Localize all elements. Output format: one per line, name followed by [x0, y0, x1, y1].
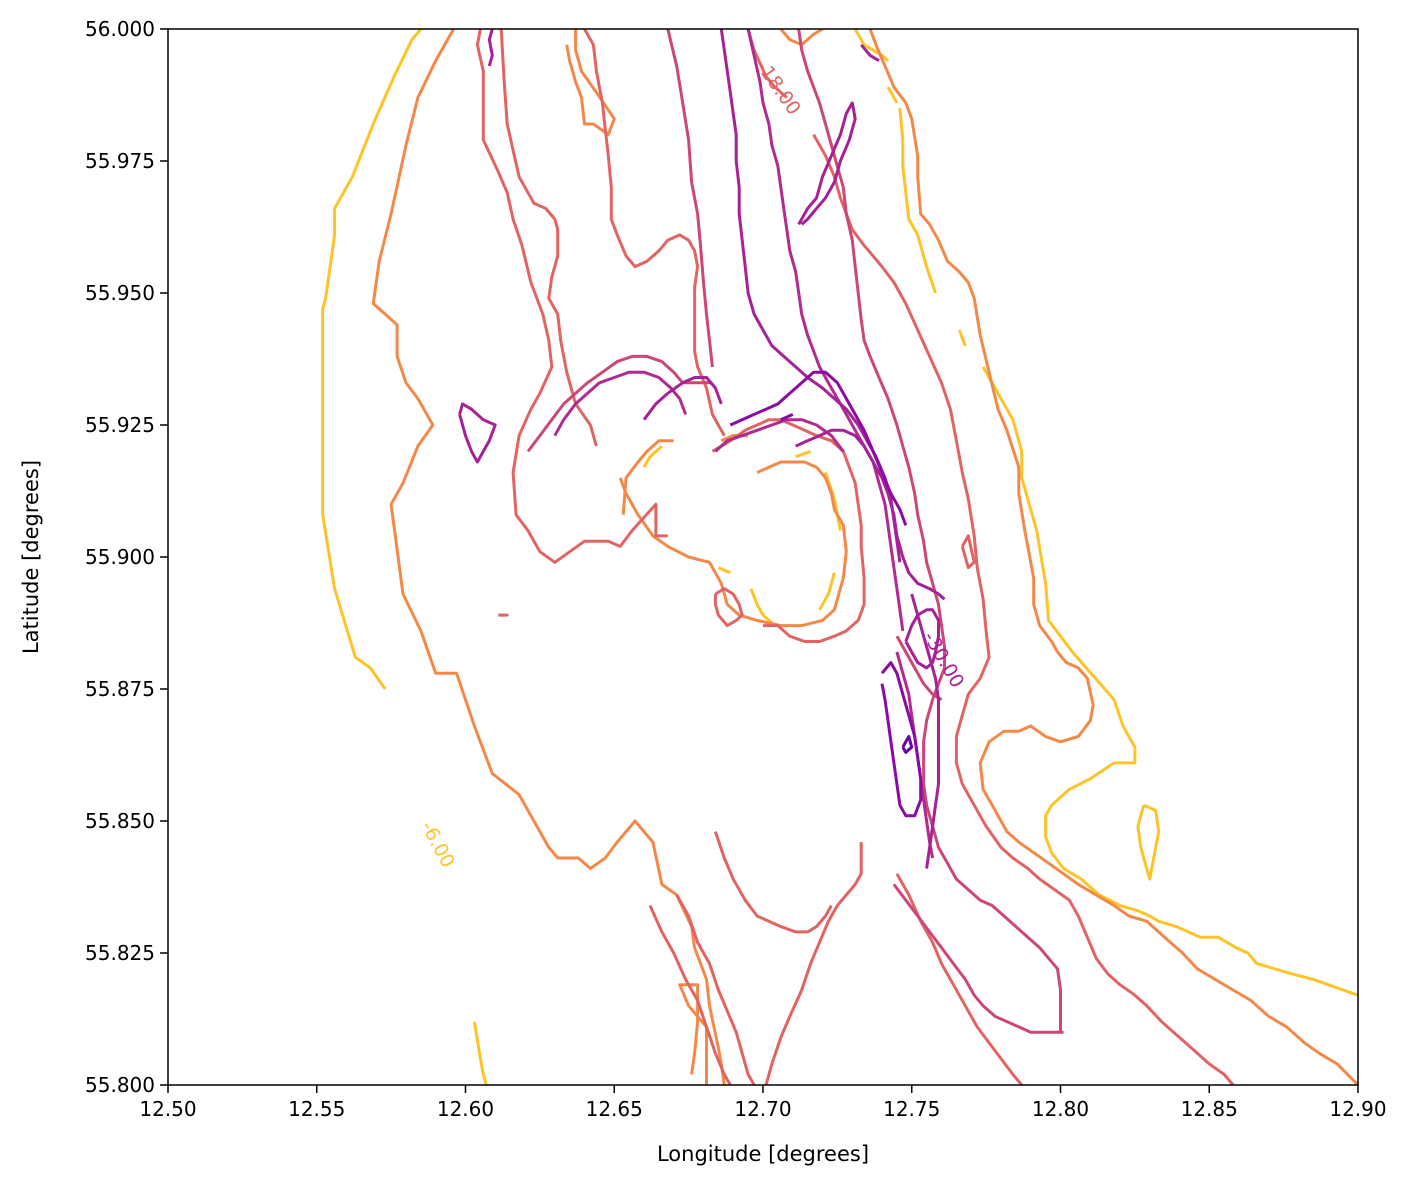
contour-line [717, 566, 731, 575]
contour-line [895, 635, 943, 701]
contour-line [713, 587, 744, 628]
x-tick-label: 12.65 [586, 1097, 643, 1121]
contour-line [892, 883, 1064, 1034]
y-tick-label: 55.900 [85, 545, 155, 569]
x-tick-label: 12.50 [139, 1097, 196, 1121]
contour-line [860, 43, 880, 62]
contour-line [729, 370, 908, 526]
x-tick-label: 12.90 [1329, 1097, 1386, 1121]
x-axis-ticks: 12.50 12.55 12.60 12.65 12.70 12.75 12.80 12.85… [139, 1085, 1387, 1121]
contour-line [812, 133, 1235, 1085]
contour-line [749, 588, 776, 627]
x-tick-label: 12.80 [1032, 1097, 1089, 1121]
x-axis-label: Longitude [degrees] [657, 1142, 869, 1166]
contour-line [901, 735, 914, 754]
contour-line [898, 108, 937, 294]
contour-line [675, 894, 756, 1085]
contour-line [868, 29, 1358, 1085]
contour-line [818, 572, 836, 611]
contour-line [910, 593, 940, 869]
contour-line [853, 29, 889, 62]
contour-line [487, 29, 494, 67]
x-tick-label: 12.70 [734, 1097, 791, 1121]
contour-line [711, 418, 866, 643]
contour-line [642, 444, 663, 468]
contour-line [795, 428, 946, 601]
contour-line [824, 472, 842, 531]
contour-line [886, 86, 899, 104]
contour-line [780, 413, 794, 422]
y-tick-label: 55.925 [85, 413, 155, 437]
contour-line [583, 29, 726, 437]
contour-line [565, 29, 616, 137]
y-tick-label: 55.850 [85, 809, 155, 833]
x-tick-label: 12.85 [1181, 1097, 1238, 1121]
y-axis-label: Latitude [degrees] [19, 460, 43, 654]
contour-line [618, 460, 848, 628]
contour-line [764, 842, 863, 1085]
contour-line [904, 608, 940, 670]
contour-line [714, 418, 845, 453]
contour-line [797, 101, 857, 226]
contour-line [1136, 803, 1161, 881]
x-tick-label: 12.55 [288, 1097, 345, 1121]
x-tick-label: 12.60 [437, 1097, 494, 1121]
contour-line [475, 29, 668, 564]
contour-line [621, 439, 674, 515]
contour-line [648, 904, 732, 1085]
y-tick-label: 55.950 [85, 281, 155, 305]
contour-line [642, 376, 723, 421]
contour-line [526, 354, 713, 453]
y-tick-label: 55.800 [85, 1073, 155, 1097]
contour-lines [321, 29, 1358, 1085]
contour-line [458, 402, 497, 464]
contour-line [957, 329, 967, 347]
x-tick-label: 12.75 [883, 1097, 940, 1121]
y-tick-label: 56.000 [85, 17, 155, 41]
y-axis-ticks: 55.800 55.825 55.850 55.875 55.900 55.925 55.9… [85, 17, 168, 1097]
contour-line [713, 831, 833, 934]
contour-line [499, 29, 598, 447]
contour-line [960, 534, 976, 570]
contour-line [880, 661, 923, 818]
contour-line [795, 449, 812, 459]
y-tick-label: 55.825 [85, 941, 155, 965]
contour-line [666, 29, 714, 368]
contour-line [746, 29, 905, 632]
contour-line [321, 29, 423, 690]
contour-line [797, 29, 1062, 1033]
contour-line [981, 366, 1358, 997]
contour-line [472, 1021, 488, 1085]
y-tick-label: 55.975 [85, 149, 155, 173]
y-tick-label: 55.875 [85, 677, 155, 701]
